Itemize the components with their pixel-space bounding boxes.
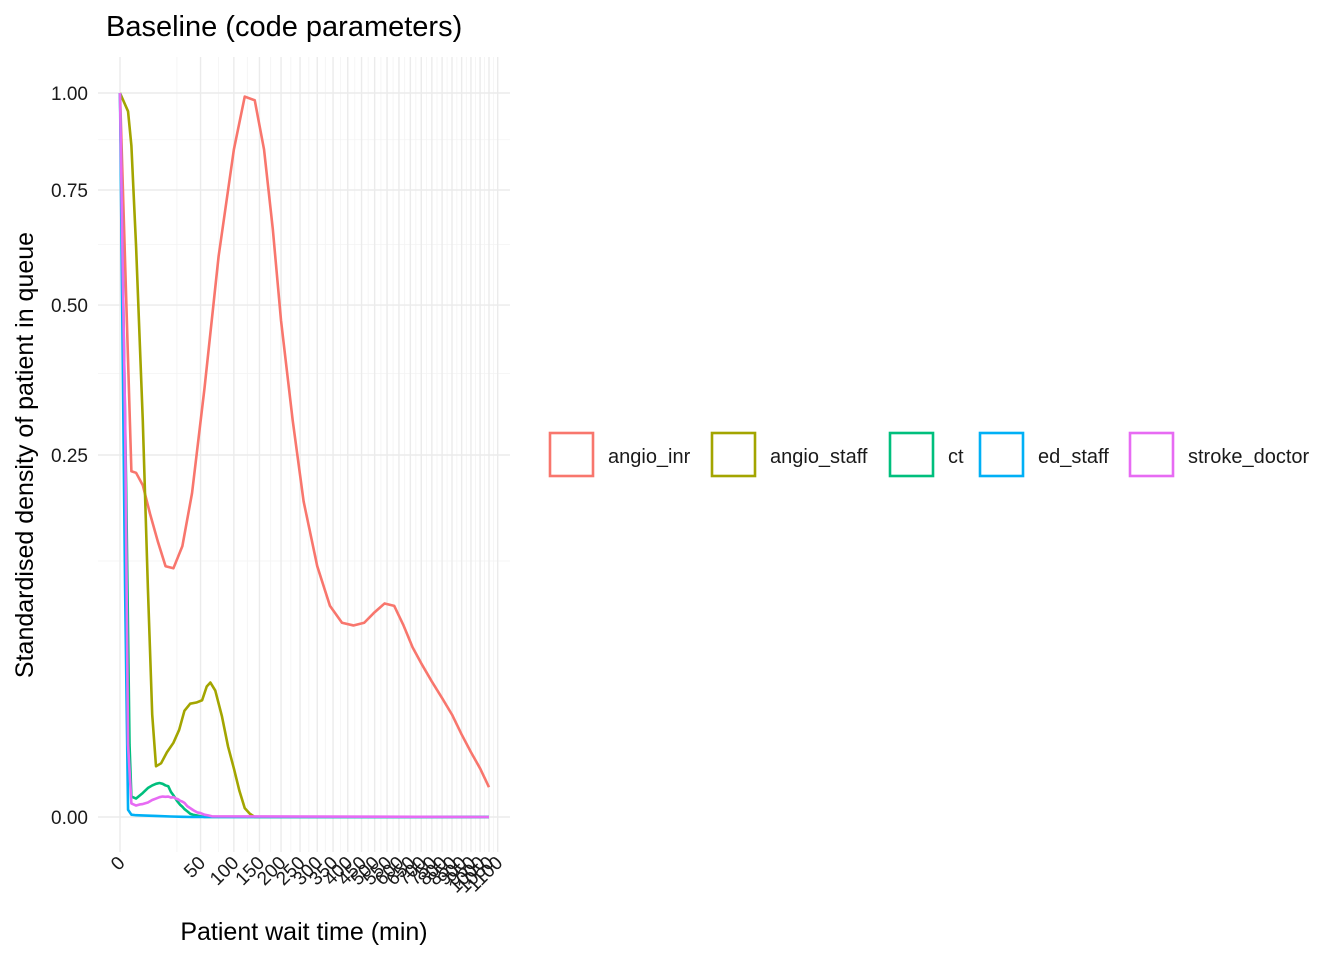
y-axis-title: Standardised density of patient in queue — [11, 232, 39, 678]
series-line-ct — [118, 92, 489, 819]
y-tick-label: 0.50 — [51, 296, 88, 317]
y-tick-label: 0.25 — [51, 446, 88, 467]
y-tick-label: 0.00 — [51, 808, 88, 829]
legend-label: angio_staff — [770, 446, 868, 468]
x-tick-label: 50 — [180, 853, 210, 883]
legend: angio_inr angio_staff ct ed_staff stroke_doc… — [548, 431, 1310, 478]
legend-label: stroke_doctor — [1188, 446, 1310, 468]
legend-label: ed_staff — [1038, 446, 1109, 468]
legend-key-angio-staff — [710, 431, 757, 478]
y-axis-tick-labels: 0.00 0.25 0.50 0.75 1.00 — [51, 84, 88, 829]
legend-label: ct — [948, 446, 964, 468]
legend-key-ct — [888, 431, 935, 478]
legend-key-ed-staff — [978, 431, 1025, 478]
x-tick-label: 0 — [107, 853, 129, 875]
chart-title: Baseline (code parameters) — [106, 11, 462, 43]
major-gridlines — [98, 57, 510, 852]
x-axis-title: Patient wait time (min) — [180, 918, 427, 946]
legend-label: angio_inr — [608, 446, 691, 468]
series-lines — [118, 92, 491, 819]
series-line-stroke-doctor — [118, 92, 490, 819]
series-line-angio-inr — [118, 92, 491, 788]
y-tick-label: 1.00 — [51, 84, 88, 105]
legend-key-angio-inr — [548, 431, 595, 478]
y-tick-label: 0.75 — [51, 181, 88, 202]
legend-key-stroke-doctor — [1128, 431, 1175, 478]
x-axis-tick-labels: 0 501001502002503003504004505005506006507… — [107, 853, 507, 898]
